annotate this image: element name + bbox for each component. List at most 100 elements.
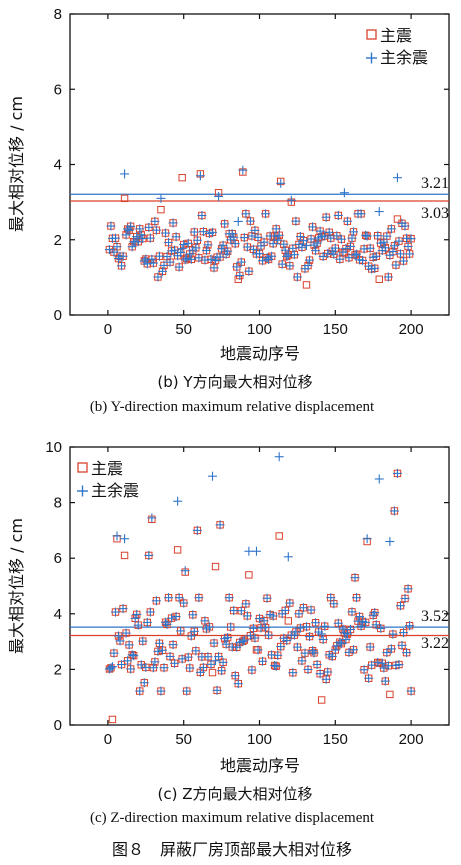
- data-point-aftershock: [171, 232, 181, 242]
- data-point-aftershock: [162, 252, 172, 262]
- data-point-aftershock: [200, 255, 210, 265]
- data-point-aftershock: [192, 525, 202, 535]
- data-point-aftershock: [361, 617, 371, 627]
- data-point-aftershock: [208, 471, 218, 481]
- ref-label-mainshock: 3.03: [421, 205, 449, 222]
- data-point-aftershock: [333, 618, 343, 628]
- data-point-aftershock: [376, 623, 386, 633]
- data-point-aftershock: [405, 249, 415, 259]
- x-tick-label: 150: [323, 321, 348, 338]
- data-point-aftershock: [123, 656, 133, 666]
- data-point-aftershock: [109, 648, 119, 658]
- x-tick-label: 100: [247, 731, 272, 748]
- data-point-aftershock: [236, 257, 246, 267]
- data-point-aftershock: [352, 249, 362, 259]
- data-point-aftershock: [358, 255, 368, 265]
- x-tick-label: 50: [175, 321, 192, 338]
- figure-caption: 图８ 屏蔽厂房顶部最大相对位移: [112, 840, 352, 859]
- data-point-aftershock: [388, 629, 398, 639]
- data-point-aftershock: [112, 531, 122, 541]
- data-point-aftershock: [161, 228, 171, 238]
- data-point-aftershock: [309, 648, 319, 658]
- data-point-aftershock: [361, 230, 371, 240]
- x-tick-label: 0: [104, 321, 112, 338]
- data-point-aftershock: [329, 599, 339, 609]
- data-point-aftershock: [224, 593, 234, 603]
- data-point-aftershock: [106, 663, 116, 673]
- data-point-aftershock: [242, 242, 252, 252]
- data-point-aftershock: [283, 552, 293, 562]
- data-point-aftershock: [264, 630, 274, 640]
- data-point-aftershock: [230, 239, 240, 249]
- data-point-aftershock: [261, 209, 271, 219]
- data-point-aftershock: [394, 236, 404, 246]
- data-point-aftershock: [406, 686, 416, 696]
- data-point-aftershock: [194, 253, 204, 263]
- data-point-aftershock: [277, 259, 287, 269]
- data-point-aftershock: [385, 537, 395, 547]
- data-point-aftershock: [223, 246, 233, 256]
- data-point-aftershock: [215, 252, 225, 262]
- data-point-aftershock: [258, 656, 268, 666]
- data-point-aftershock: [139, 678, 149, 688]
- data-point-aftershock: [274, 452, 284, 462]
- data-point-aftershock: [301, 241, 311, 251]
- data-point-aftershock: [226, 622, 236, 632]
- data-point-mainshock: [178, 173, 186, 182]
- data-point-aftershock: [288, 668, 298, 678]
- data-point-aftershock: [129, 651, 139, 661]
- data-point-aftershock: [170, 245, 180, 255]
- data-point-aftershock: [259, 237, 269, 247]
- data-point-aftershock: [339, 188, 349, 198]
- data-point-aftershock: [179, 598, 189, 608]
- data-point-aftershock: [162, 619, 172, 629]
- data-point-aftershock: [389, 506, 399, 516]
- data-point-aftershock: [359, 244, 369, 254]
- data-point-aftershock: [215, 520, 225, 530]
- data-point-aftershock: [133, 237, 143, 247]
- data-point-aftershock: [121, 628, 131, 638]
- data-point-aftershock: [174, 262, 184, 272]
- legend-marker-mainshock: [366, 29, 377, 40]
- data-point-aftershock: [236, 606, 246, 616]
- data-point-aftershock: [392, 173, 402, 183]
- data-point-aftershock: [356, 209, 366, 219]
- data-point-aftershock: [291, 627, 301, 637]
- data-point-aftershock: [109, 247, 119, 257]
- data-point-aftershock: [285, 598, 295, 608]
- data-point-aftershock: [298, 236, 308, 246]
- data-point-aftershock: [273, 650, 283, 660]
- data-point-aftershock: [197, 211, 207, 221]
- data-point-aftershock: [180, 566, 190, 576]
- data-point-aftershock: [305, 632, 315, 642]
- data-point-aftershock: [133, 620, 143, 630]
- data-point-aftershock: [362, 231, 372, 241]
- data-point-aftershock: [145, 607, 155, 617]
- data-point-aftershock: [305, 255, 315, 265]
- data-point-aftershock: [392, 468, 402, 478]
- data-point-aftershock: [183, 652, 193, 662]
- data-point-aftershock: [127, 242, 137, 252]
- data-point-aftershock: [333, 210, 343, 220]
- y-tick-label: 0: [54, 307, 62, 324]
- data-point-aftershock: [253, 645, 263, 655]
- data-point-aftershock: [292, 272, 302, 282]
- data-point-aftershock: [182, 686, 192, 696]
- caption-en: (c) Z-direction maximum relative displac…: [90, 810, 375, 826]
- data-point-aftershock: [345, 624, 355, 634]
- data-point-aftershock: [315, 669, 325, 679]
- y-tick-label: 8: [54, 6, 62, 23]
- data-point-aftershock: [117, 660, 127, 670]
- data-point-aftershock: [273, 235, 283, 245]
- x-tick-label: 50: [175, 731, 192, 748]
- data-point-aftershock: [217, 666, 227, 676]
- caption-en: (b) Y-direction maximum relative displac…: [90, 399, 375, 415]
- data-point-aftershock: [303, 664, 313, 674]
- data-point-aftershock: [156, 686, 166, 696]
- data-point-aftershock: [377, 658, 387, 668]
- data-point-aftershock: [135, 686, 145, 696]
- data-point-aftershock: [114, 631, 124, 641]
- data-point-aftershock: [142, 617, 152, 627]
- data-point-aftershock: [391, 260, 401, 270]
- data-point-aftershock: [282, 251, 292, 261]
